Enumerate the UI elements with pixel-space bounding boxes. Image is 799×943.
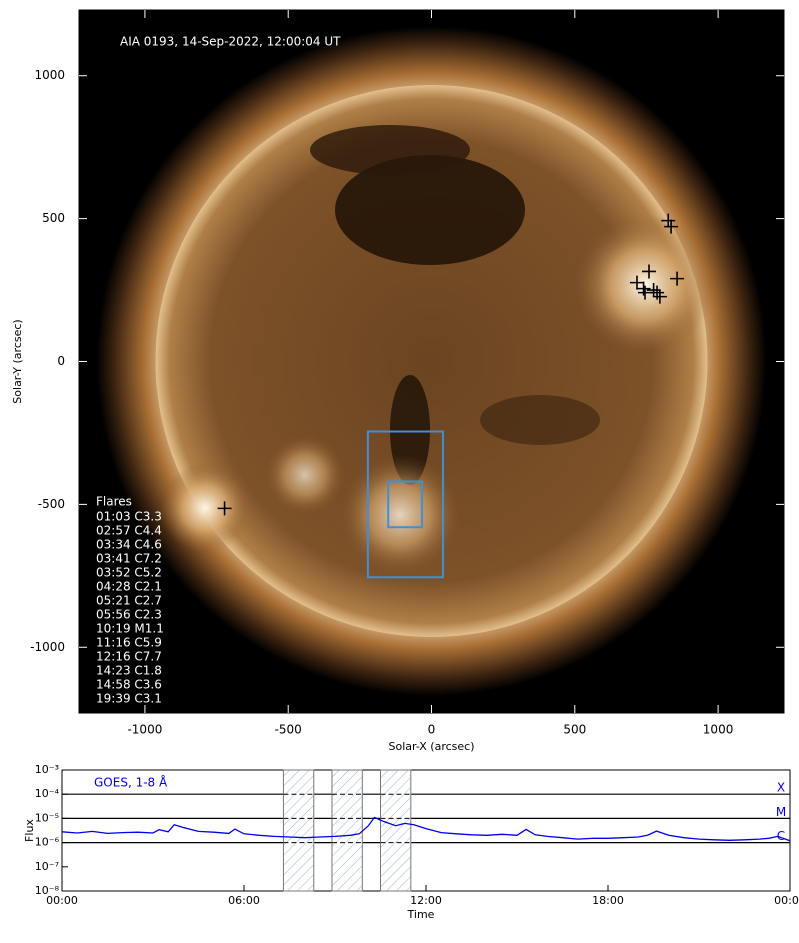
x-tick-label: -1000	[127, 723, 162, 737]
sun-image	[79, 10, 784, 713]
x-tick-label: 500	[563, 723, 586, 737]
flare-list-entry: 11:16 C5.9	[96, 636, 162, 650]
x-tick-label: 06:00	[228, 894, 260, 907]
flare-marker	[664, 219, 679, 234]
class-level-label: M	[776, 805, 786, 819]
y-tick-label: 1000	[34, 68, 65, 82]
flare-marker	[217, 501, 232, 516]
x-axis-label: Time	[407, 908, 435, 921]
legend-label: GOES, 1-8 Å	[94, 775, 168, 790]
y-tick-label: 10⁻⁵	[35, 811, 59, 824]
x-tick-label: -500	[275, 723, 302, 737]
plot-frame	[61, 769, 791, 892]
y-tick-label: 10⁻⁶	[35, 836, 60, 849]
y-tick-label: 10⁻³	[35, 763, 59, 776]
y-tick-label: 10⁻⁸	[35, 884, 60, 897]
y-tick-label: -1000	[30, 640, 65, 654]
flare-list-entry: 14:58 C3.6	[96, 678, 162, 692]
region-box	[366, 430, 444, 579]
x-tick-label: 12:00	[410, 894, 442, 907]
flare-list-entry: 03:41 C7.2	[96, 552, 162, 566]
y-tick-label: 0	[57, 354, 65, 368]
flare-list-entry: 01:03 C3.3	[96, 510, 162, 524]
region-box	[387, 480, 424, 529]
y-tick-label: 10⁻⁷	[35, 860, 59, 873]
flare-list-entry: 10:19 M1.1	[96, 622, 164, 636]
flare-list-entry: 19:39 C3.1	[96, 692, 162, 706]
flare-list-entry: 14:23 C1.8	[96, 664, 162, 678]
flux-line	[61, 816, 791, 842]
flare-list-entry: 03:34 C4.6	[96, 538, 162, 552]
x-tick-label: 0	[428, 723, 436, 737]
flare-marker	[661, 213, 676, 228]
flare-marker	[652, 289, 667, 304]
flare-list-entry: 12:16 C7.7	[96, 650, 162, 664]
flare-list-entry: 03:52 C5.2	[96, 566, 162, 580]
shaded-interval	[380, 769, 412, 892]
flare-marker	[642, 264, 657, 279]
flare-marker	[629, 275, 644, 290]
flare-list-entry: 04:28 C2.1	[96, 580, 162, 594]
y-axis-label: Solar-Y (arcsec)	[11, 319, 24, 403]
y-axis-label: Flux	[23, 819, 36, 842]
x-tick-label: 18:00	[592, 894, 624, 907]
class-level-label: X	[777, 781, 785, 795]
shaded-interval	[282, 769, 315, 892]
x-tick-label: 00:00	[46, 894, 78, 907]
shaded-interval	[331, 769, 363, 892]
flare-marker	[646, 283, 661, 298]
x-tick-label: 1000	[703, 723, 734, 737]
flare-marker	[636, 281, 651, 296]
flare-list-title: Flares	[96, 495, 132, 509]
y-tick-label: -500	[38, 497, 65, 511]
flare-list-entry: 05:56 C2.3	[96, 608, 162, 622]
image-title: AIA 0193, 14-Sep-2022, 12:00:04 UT	[120, 35, 341, 49]
x-tick-label: 00:00	[774, 894, 799, 907]
flare-list-entry: 05:21 C2.7	[96, 594, 162, 608]
x-axis-label: Solar-X (arcsec)	[389, 740, 475, 753]
y-tick-label: 500	[42, 211, 65, 225]
y-tick-label: 10⁻⁴	[35, 787, 60, 800]
class-level-label: C	[777, 829, 785, 843]
flare-list-entry: 02:57 C4.4	[96, 524, 162, 538]
flare-marker	[670, 271, 685, 286]
